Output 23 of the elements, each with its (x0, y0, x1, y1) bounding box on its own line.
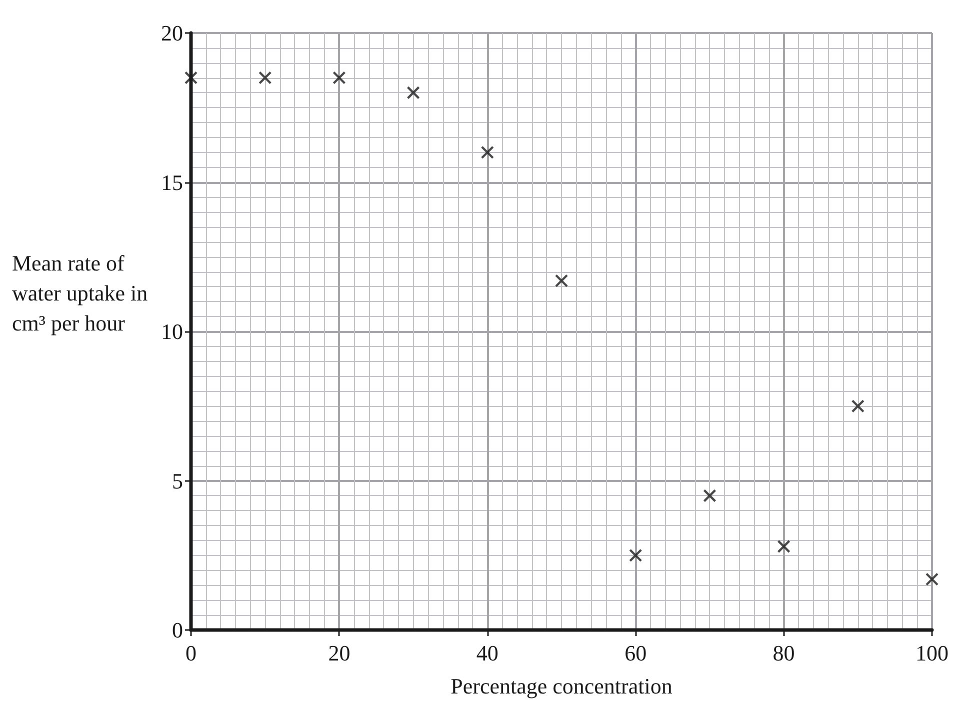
x-axis-title: Percentage concentration (450, 674, 672, 698)
x-tick-label: 100 (916, 640, 948, 666)
point (184, 71, 198, 84)
point (851, 400, 864, 413)
point (925, 572, 939, 586)
y-tick-label: 15 (161, 170, 183, 195)
point (777, 540, 790, 554)
point (629, 548, 642, 562)
point (703, 489, 716, 502)
x-tick-label: 40 (476, 640, 498, 666)
point (406, 86, 420, 100)
point (554, 274, 568, 288)
point (258, 71, 272, 84)
point (332, 71, 346, 84)
y-tick-label: 5 (172, 468, 183, 494)
y-axis-title: Mean rate of water uptake in cm³ per hour (12, 250, 154, 336)
x-tick-label: 80 (772, 640, 795, 666)
y-tick-label: 10 (161, 319, 183, 344)
point (480, 146, 494, 159)
y-tick-label: 20 (161, 20, 183, 46)
y-tick-label: 0 (172, 618, 183, 642)
x-tick-label: 20 (328, 640, 350, 666)
x-tick-label: 60 (624, 640, 647, 666)
